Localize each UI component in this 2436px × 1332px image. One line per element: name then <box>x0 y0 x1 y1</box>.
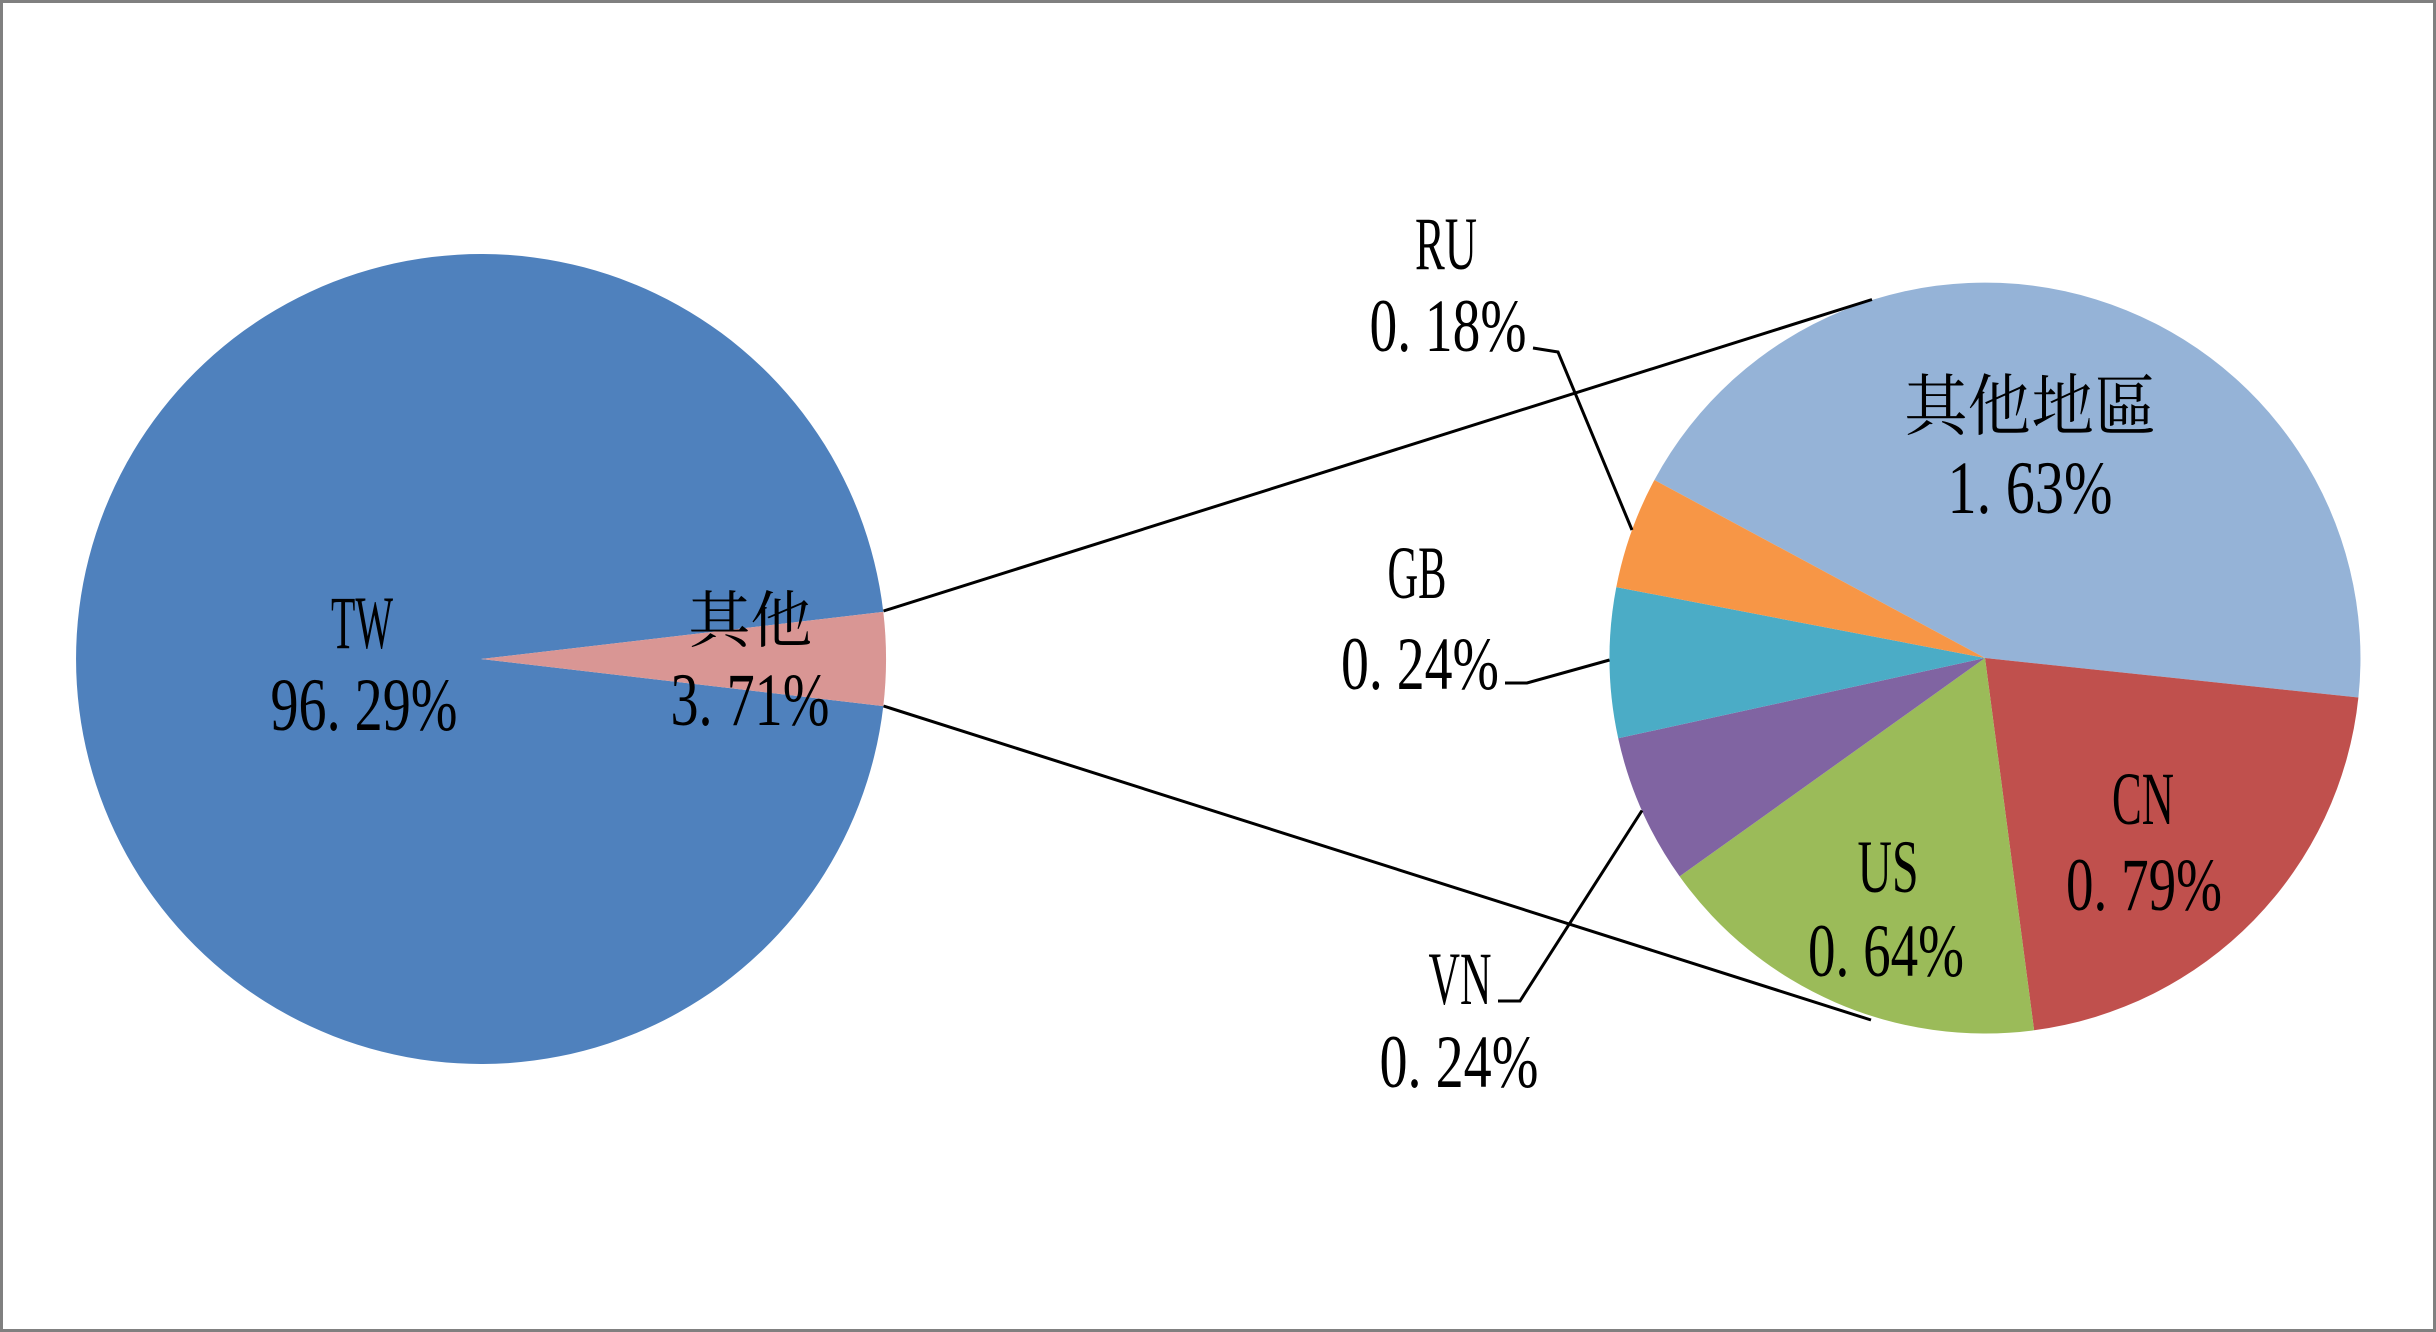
svg-text:US: US <box>1858 826 1919 909</box>
svg-text:RU: RU <box>1415 203 1477 286</box>
svg-text:TW: TW <box>331 582 393 665</box>
svg-text:GB: GB <box>1388 532 1447 615</box>
svg-text:96. 29%: 96. 29% <box>271 664 458 747</box>
svg-text:3. 71%: 3. 71% <box>671 659 830 742</box>
svg-text:0. 24%: 0. 24% <box>1341 623 1499 706</box>
svg-text:1. 63%: 1. 63% <box>1948 447 2113 530</box>
svg-text:0. 24%: 0. 24% <box>1380 1021 1539 1104</box>
svg-text:0. 79%: 0. 79% <box>2066 844 2222 927</box>
svg-text:VN: VN <box>1429 938 1492 1021</box>
svg-text:0. 18%: 0. 18% <box>1370 285 1527 368</box>
svg-text:0. 64%: 0. 64% <box>1808 910 1964 993</box>
svg-text:CN: CN <box>2112 758 2174 841</box>
